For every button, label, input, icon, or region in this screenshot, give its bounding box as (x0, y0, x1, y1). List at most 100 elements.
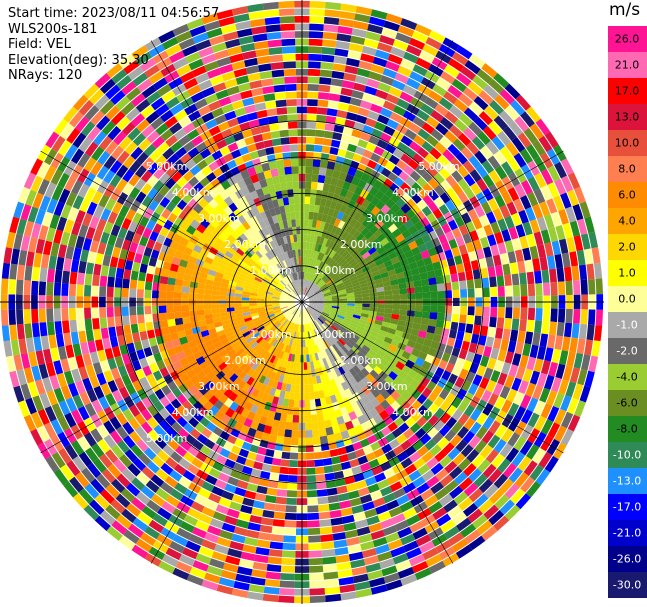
range-gate (210, 218, 220, 229)
range-gate (322, 246, 328, 255)
range-gate (460, 523, 477, 538)
range-gate (147, 429, 160, 442)
range-gate (201, 539, 217, 551)
range-gate (77, 183, 90, 198)
range-gate (453, 99, 469, 113)
range-gate (336, 267, 344, 275)
range-gate (364, 341, 373, 350)
range-gate (376, 233, 386, 243)
range-gate (136, 471, 150, 486)
range-gate (556, 322, 565, 337)
range-gate (118, 386, 130, 399)
range-gate (347, 427, 357, 438)
range-gate (215, 224, 226, 234)
range-gate (473, 96, 489, 111)
range-gate (159, 419, 171, 432)
range-gate (376, 291, 385, 297)
range-gate (586, 324, 595, 341)
range-gate (560, 411, 574, 429)
range-gate (395, 406, 406, 417)
range-gate (385, 361, 396, 371)
range-gate (13, 201, 25, 219)
range-gate (309, 273, 314, 282)
range-gate (157, 83, 172, 97)
range-gate (370, 152, 381, 163)
range-gate (226, 303, 235, 308)
range-gate (237, 431, 248, 441)
range-gate (306, 114, 317, 122)
range-gate (460, 306, 468, 315)
range-gate (270, 465, 281, 474)
range-gate (340, 239, 348, 249)
range-gate (38, 281, 47, 296)
range-gate (359, 100, 373, 110)
colorbar-tick-label: -17.0 (612, 500, 642, 514)
range-gate (437, 290, 446, 299)
range-gate (220, 258, 230, 267)
range-gate (474, 315, 482, 326)
range-gate (276, 357, 282, 367)
range-gate (310, 227, 316, 236)
range-gate (314, 344, 320, 353)
range-gate (334, 254, 342, 262)
range-gate (344, 284, 353, 290)
range-gate (152, 313, 160, 322)
range-gate (481, 63, 498, 79)
range-gate (321, 450, 331, 459)
range-gate (291, 315, 296, 323)
range-gate (573, 235, 584, 252)
range-gate (355, 233, 365, 242)
range-gate (234, 367, 244, 377)
range-gate (438, 424, 451, 437)
range-gate (122, 421, 135, 435)
range-gate (317, 382, 324, 392)
range-gate (187, 507, 202, 520)
range-gate (347, 297, 355, 301)
range-gate (472, 217, 483, 230)
range-gate (428, 90, 443, 103)
range-gate (184, 158, 197, 170)
range-gate (18, 338, 28, 355)
range-gate (336, 178, 345, 189)
range-gate (391, 284, 400, 291)
range-gate (520, 394, 532, 409)
range-gate (416, 482, 430, 495)
range-gate (127, 127, 141, 141)
range-gate (141, 505, 157, 520)
range-gate (397, 567, 415, 579)
range-gate (282, 542, 296, 551)
range-gate (130, 497, 146, 511)
range-gate (319, 77, 332, 85)
range-gate (172, 534, 189, 547)
range-gate (97, 349, 107, 362)
range-gate (353, 287, 362, 293)
range-gate (414, 567, 432, 581)
range-gate (50, 242, 60, 257)
range-gate (354, 424, 364, 435)
range-gate (360, 313, 369, 318)
range-gate (470, 259, 480, 271)
range-gate (114, 355, 125, 368)
range-gate (65, 245, 75, 260)
range-gate (162, 444, 175, 457)
range-gate (113, 131, 127, 146)
range-gate (383, 125, 396, 137)
range-gate (237, 259, 246, 267)
range-gate (109, 160, 123, 174)
range-gate (243, 230, 252, 239)
range-gate (213, 194, 224, 205)
range-gate (309, 399, 316, 408)
range-gate (286, 337, 292, 346)
range-gate (403, 540, 419, 553)
range-gate (350, 401, 360, 412)
range-gate (303, 309, 306, 317)
range-gate (478, 110, 494, 126)
colorbar-tick-label: -6.0 (616, 396, 638, 410)
range-gate (550, 308, 558, 323)
nrays: NRays: 120 (8, 68, 83, 83)
range-gate (294, 211, 300, 220)
range-gate (135, 491, 151, 505)
range-gate (344, 388, 353, 398)
range-gate (265, 361, 273, 371)
range-gate (561, 252, 571, 268)
